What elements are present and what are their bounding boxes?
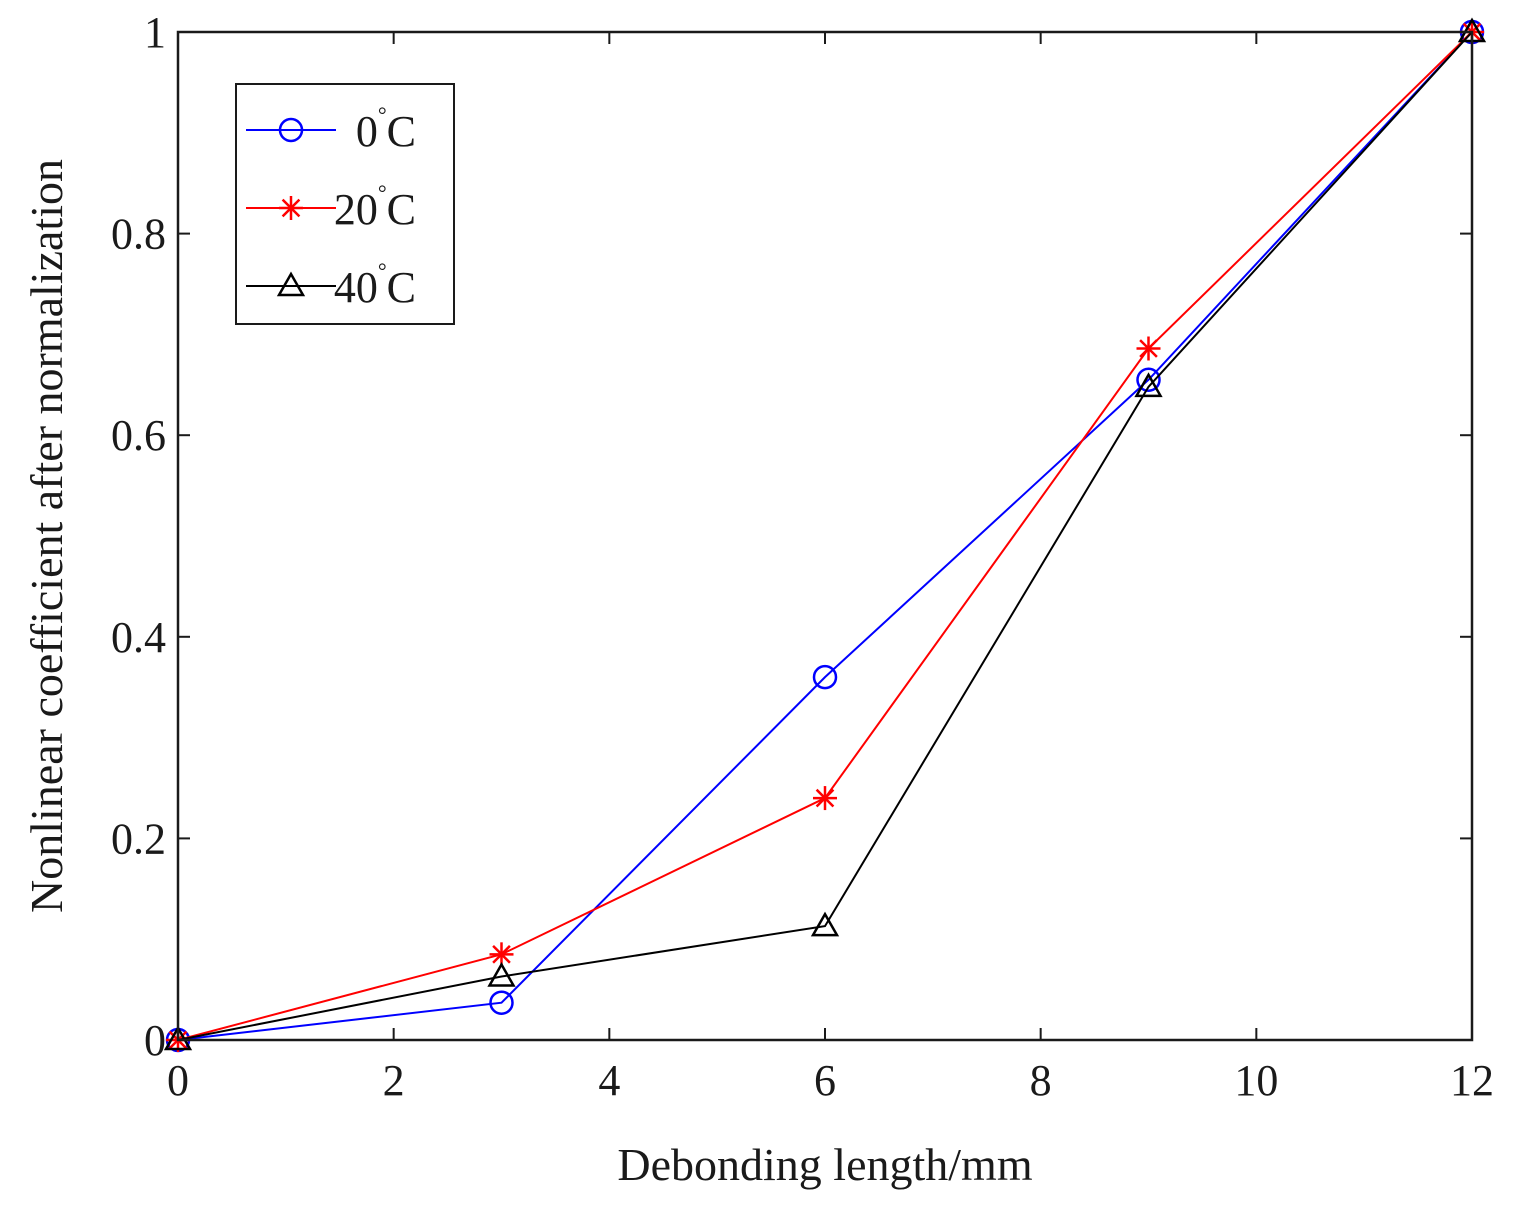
- legend-marker: [276, 271, 306, 297]
- y-tick-label: 0.2: [111, 814, 166, 863]
- data-point: [810, 911, 840, 937]
- legend: 0°C 20°C 40°C: [235, 83, 455, 325]
- legend-marker: [278, 117, 304, 143]
- data-point: [812, 664, 838, 690]
- series-line: [177, 31, 1473, 1041]
- data-point: [163, 1025, 193, 1051]
- y-tick-label: 0.6: [111, 411, 166, 460]
- legend-label: 20°C: [334, 180, 416, 234]
- legend-entry: 40°C: [246, 258, 416, 312]
- data-point: [489, 990, 514, 1015]
- legend-label: 40°C: [334, 258, 416, 312]
- x-tick-label: 10: [1234, 1056, 1278, 1105]
- y-tick-label: 0.8: [111, 210, 166, 259]
- legend-marker: [279, 196, 303, 220]
- legend-box: [235, 83, 455, 325]
- data-point: [813, 786, 837, 811]
- data-point: [1136, 367, 1161, 393]
- series-40C: [163, 17, 1487, 1051]
- x-axis-title: Debonding length/mm: [617, 1139, 1032, 1190]
- data-point: [1136, 336, 1161, 361]
- data-point: [1134, 372, 1163, 398]
- legend-entry: 20°C: [246, 180, 416, 234]
- data-point: [487, 961, 516, 987]
- y-tick-label: 1: [144, 8, 166, 57]
- x-tick-label: 0: [167, 1056, 189, 1105]
- x-tick-label: 4: [598, 1056, 620, 1105]
- x-tick-label: 8: [1030, 1056, 1052, 1105]
- y-tick-label: 0: [144, 1016, 166, 1065]
- legend-label: 0°C: [356, 102, 416, 156]
- series-line: [177, 31, 1473, 1041]
- x-tick-label: 12: [1450, 1056, 1494, 1105]
- y-tick-label: 0.4: [111, 613, 166, 662]
- legend-entry: 0°C: [246, 102, 416, 156]
- x-tick-label: 2: [383, 1056, 405, 1105]
- y-axis-title: Nonlinear coefficient after normalizatio…: [21, 159, 72, 913]
- x-tick-label: 6: [814, 1056, 836, 1105]
